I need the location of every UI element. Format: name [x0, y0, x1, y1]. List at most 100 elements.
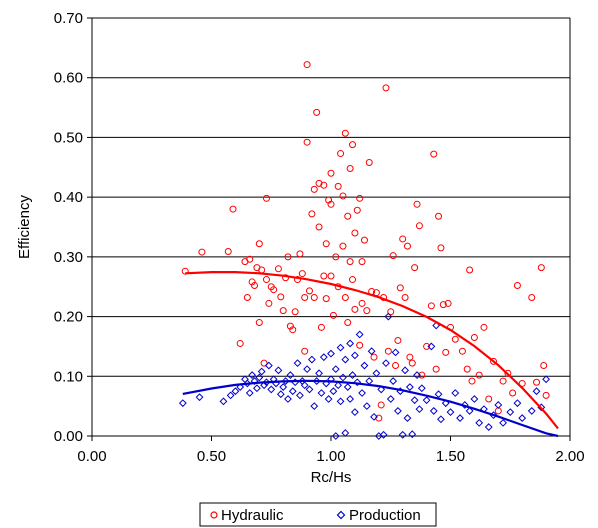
hydraulic-point [329, 311, 337, 319]
hydraulic-point [301, 347, 309, 355]
hydraulic-point [401, 293, 409, 301]
hydraulic-point [358, 258, 366, 266]
hydraulic-point [346, 164, 354, 172]
x-tick-label: 1.00 [316, 448, 345, 465]
hydraulic-point [499, 377, 507, 385]
axes [91, 17, 571, 437]
production-point [260, 381, 268, 390]
production-point [243, 379, 252, 388]
production-point [499, 418, 507, 427]
production-point [346, 395, 355, 403]
hydraulic-point [346, 258, 354, 266]
legend-box [199, 502, 437, 527]
hydraulic-point [248, 278, 256, 286]
production-point [310, 402, 319, 411]
legend: Hydraulic Production [199, 502, 437, 527]
hydraulic-point [327, 200, 335, 208]
production-point [329, 387, 338, 396]
hydraulic-point [423, 342, 431, 350]
hydraulic-point [437, 244, 445, 252]
production-point [303, 365, 312, 374]
hydraulic-point [277, 293, 285, 301]
hydraulic-point [394, 336, 402, 344]
production-point [178, 399, 187, 408]
hydraulic-point [387, 308, 395, 316]
production-point [296, 391, 304, 400]
production-point [446, 408, 455, 417]
hydraulic-point [337, 150, 345, 158]
hydraulic-point [444, 299, 452, 307]
production-point [343, 383, 352, 391]
production-point [255, 373, 264, 382]
gridlines [92, 77, 570, 377]
hydraulic-point [341, 293, 349, 301]
hydraulic-point [463, 365, 471, 373]
hydraulic-point [265, 299, 273, 307]
production-point [248, 371, 257, 379]
hydraulic-point [442, 348, 450, 356]
x-tick-label: 1.50 [436, 448, 465, 465]
hydraulic-point [284, 253, 292, 261]
hydraulic-point [382, 84, 390, 92]
production-point [257, 367, 266, 376]
production-point [350, 408, 359, 417]
hydraulic-point [315, 179, 323, 187]
hydraulic-point [533, 378, 541, 386]
hydraulic-point [504, 369, 512, 377]
production-point [339, 373, 347, 382]
hydraulic-point [403, 242, 411, 250]
hydraulic-trendline [185, 271, 559, 430]
hydraulic-point [301, 293, 309, 301]
production-point [231, 387, 240, 396]
production-point [379, 430, 388, 439]
production-point [274, 366, 283, 375]
hydraulic-point [435, 212, 443, 220]
production-point [429, 407, 438, 415]
hydraulic-point [322, 295, 330, 303]
hydraulic-point [294, 276, 302, 284]
production-trendline [182, 379, 559, 438]
hydraulic-point [289, 326, 297, 334]
hydraulic-point [270, 286, 278, 294]
hydraulic-point [332, 253, 340, 261]
production-point [484, 423, 493, 431]
production-point [319, 353, 328, 362]
production-point [389, 377, 398, 385]
production-point [334, 381, 343, 390]
hydraulic-point [305, 287, 313, 295]
production-point [410, 396, 419, 405]
x-ticks: 0.00 0.50 1.00 1.50 2.00 [77, 436, 585, 465]
production-point [370, 412, 378, 421]
hydraulic-point [229, 205, 237, 213]
hydraulic-point [246, 255, 254, 263]
production-point [437, 415, 445, 424]
hydraulic-point [468, 377, 476, 385]
hydraulic-point [349, 276, 357, 284]
hydraulic-point [255, 319, 263, 327]
production-point [532, 387, 541, 396]
hydraulic-point [466, 266, 474, 274]
hydraulic-point [384, 347, 392, 355]
x-tick-label: 0.50 [197, 448, 226, 465]
production-point [267, 385, 276, 394]
y-axis-title: Efficiency [16, 195, 33, 259]
legend-production-label: Production [349, 507, 421, 524]
production-point [386, 395, 395, 403]
y-tick-label: 0.30 [54, 249, 83, 266]
production-point [518, 414, 527, 422]
hydraulic-point [351, 305, 359, 313]
legend-hydraulic-label: Hydraulic [221, 507, 284, 524]
hydraulic-point [432, 365, 440, 373]
hydraulic-point [181, 267, 189, 275]
hydraulic-point [344, 319, 352, 327]
production-point [350, 351, 359, 360]
hydraulic-point [363, 307, 371, 315]
production-point [317, 389, 326, 397]
hydraulic-point [480, 323, 488, 331]
production-point [300, 381, 309, 390]
production-point [324, 395, 333, 403]
hydraulic-point [451, 335, 459, 343]
hydraulic-point [399, 235, 407, 243]
hydraulic-point [430, 150, 438, 158]
